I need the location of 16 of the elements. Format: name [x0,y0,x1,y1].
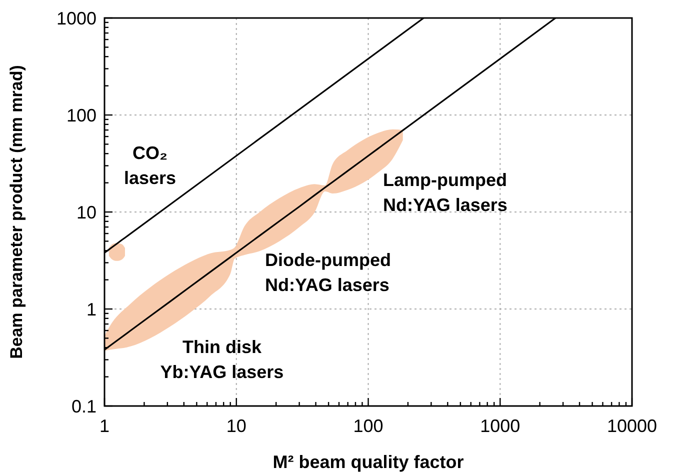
y-tick-label: 1000 [56,8,96,28]
annotation: Thin disk Yb:YAG lasers [160,336,284,382]
annotation: CO₂ lasers [124,142,176,188]
y-tick-label: 100 [66,105,96,126]
annotation: Lamp-pumped Nd:YAG lasers [383,170,508,215]
y-tick-label: 10 [76,202,96,222]
y-tick-label: 0.1 [71,396,96,416]
x-axis-title: M² beam quality factor [272,452,464,472]
x-tick-label: 10 [226,416,246,436]
x-tick-label: 10000 [606,416,658,436]
annotation: Diode-pumped Nd:YAG lasers [265,250,391,295]
y-axis-title: Beam parameter product (mm mrad) [7,65,26,359]
x-tick-label: 1000 [480,416,520,436]
x-tick-label: 100 [353,416,384,436]
x-tick-label: 1 [99,416,110,436]
y-tick-label: 1 [86,299,96,320]
